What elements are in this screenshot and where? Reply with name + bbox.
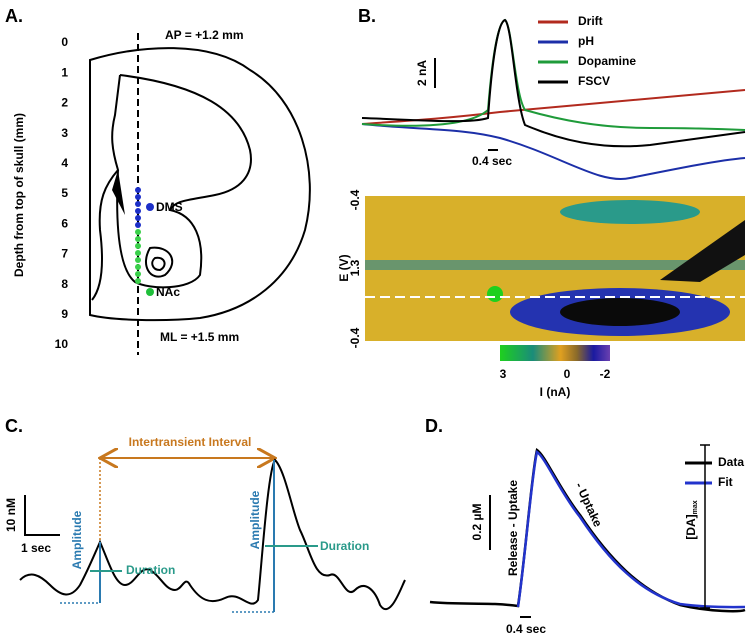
trace — [361, 18, 746, 148]
ticks: 0 1 2 3 4 5 6 7 8 9 10 — [55, 35, 69, 351]
axis-label: E (V) — [337, 254, 351, 281]
legend: Drift pH Dopamine FSCV — [538, 14, 636, 88]
annotation: Duration — [126, 563, 175, 577]
legend-label: Fit — [718, 475, 733, 489]
color-plot-blob — [660, 220, 745, 282]
tick-label: 5 — [61, 186, 68, 200]
ventricle — [112, 170, 125, 215]
color-plot-blob — [487, 286, 503, 302]
trace — [19, 458, 406, 610]
marker — [146, 288, 154, 296]
tick-label: -0.4 — [348, 327, 362, 348]
site — [135, 201, 141, 207]
legend-label: Drift — [578, 14, 603, 28]
trace — [361, 89, 746, 125]
tick-label: -2 — [600, 367, 611, 381]
annotation: ML = +1.5 mm — [160, 330, 239, 344]
annotation: Release - Uptake — [506, 480, 520, 576]
site — [135, 187, 141, 193]
color-plot-blob — [560, 200, 700, 224]
ticks: 3 0 -2 — [500, 367, 611, 381]
trace — [516, 450, 746, 609]
legend-label: pH — [578, 34, 594, 48]
striatum-outline — [116, 74, 252, 289]
tick-label: 1.3 — [348, 259, 362, 276]
site — [135, 236, 141, 242]
site — [135, 271, 141, 277]
annotation: AP = +1.2 mm — [165, 28, 244, 42]
max-bar — [700, 444, 710, 609]
tick-label: 8 — [61, 277, 68, 291]
panel-label: B. — [358, 6, 376, 26]
panel-label: C. — [5, 416, 23, 436]
annotation: - Uptake — [572, 480, 605, 529]
panel-b: B. Drift pH Dopamine FSCV 2 nA 0.4 sec -0.4… — [337, 6, 746, 399]
legend-label: FSCV — [578, 74, 610, 88]
tick-label: 10 — [55, 337, 69, 351]
site — [135, 208, 141, 214]
scale-bar — [24, 495, 60, 536]
site — [135, 278, 141, 284]
tick-label: 6 — [61, 216, 68, 230]
annotation: Amplitude — [248, 490, 262, 549]
annotation: Duration — [320, 539, 369, 553]
panel-c: C. Intertransient Interval 10 nM 1 sec A… — [4, 416, 406, 613]
panel-label: A. — [5, 6, 23, 26]
label: [DA] — [684, 514, 698, 539]
panel-d: D. Data Fit 0.2 µM Release - Uptake - Upt… — [425, 416, 746, 636]
ac-outline — [145, 246, 174, 278]
tick-label: 2 — [61, 96, 68, 110]
legend-label: Dopamine — [578, 54, 636, 68]
tick-label: 3 — [61, 126, 68, 140]
site — [135, 257, 141, 263]
tick-label: 4 — [61, 156, 68, 170]
scale-label: 10 nM — [4, 498, 18, 532]
legend: Data Fit — [685, 455, 744, 489]
tick-label: 9 — [61, 307, 68, 321]
tick-label: -0.4 — [348, 189, 362, 210]
color-plot-band — [365, 260, 745, 270]
site — [135, 215, 141, 221]
site — [135, 194, 141, 200]
annotation: NAc — [156, 285, 180, 299]
tick-label: 0 — [61, 35, 68, 49]
annotation: DMS — [156, 200, 183, 214]
site — [135, 250, 141, 256]
color-plot-blob — [560, 298, 680, 326]
tick-label: 3 — [500, 367, 507, 381]
tick-label: 7 — [61, 247, 68, 261]
panel-label: D. — [425, 416, 443, 436]
subscript: max — [692, 500, 699, 514]
site — [135, 264, 141, 270]
annotation: [DA]max — [684, 500, 699, 539]
ticks: -0.4 1.3 -0.4 — [348, 189, 362, 348]
scale-label: 0.4 sec — [472, 154, 512, 168]
legend-label: Data — [718, 455, 744, 469]
site — [135, 229, 141, 235]
annotation: Amplitude — [70, 510, 84, 569]
site — [135, 222, 141, 228]
brain-outline — [89, 47, 311, 322]
colorbar — [500, 345, 610, 361]
scale-label: 0.4 sec — [506, 622, 546, 636]
recording-sites — [135, 187, 141, 284]
scale-label: 1 sec — [21, 541, 51, 555]
colorbar-label: I (nA) — [540, 385, 571, 399]
trace — [361, 123, 746, 181]
scale-label: 0.2 µM — [470, 504, 484, 541]
scale-label: 2 nA — [415, 60, 429, 86]
site — [135, 243, 141, 249]
marker — [146, 203, 154, 211]
tick-label: 1 — [61, 65, 68, 79]
annotation: Intertransient Interval — [129, 435, 252, 449]
axis-label: Depth from top of skull (mm) — [12, 113, 26, 277]
panel-a: A. Depth from top of skull (mm) 0 1 2 3 4 5 6 7… — [5, 6, 311, 355]
tick-label: 0 — [564, 367, 571, 381]
